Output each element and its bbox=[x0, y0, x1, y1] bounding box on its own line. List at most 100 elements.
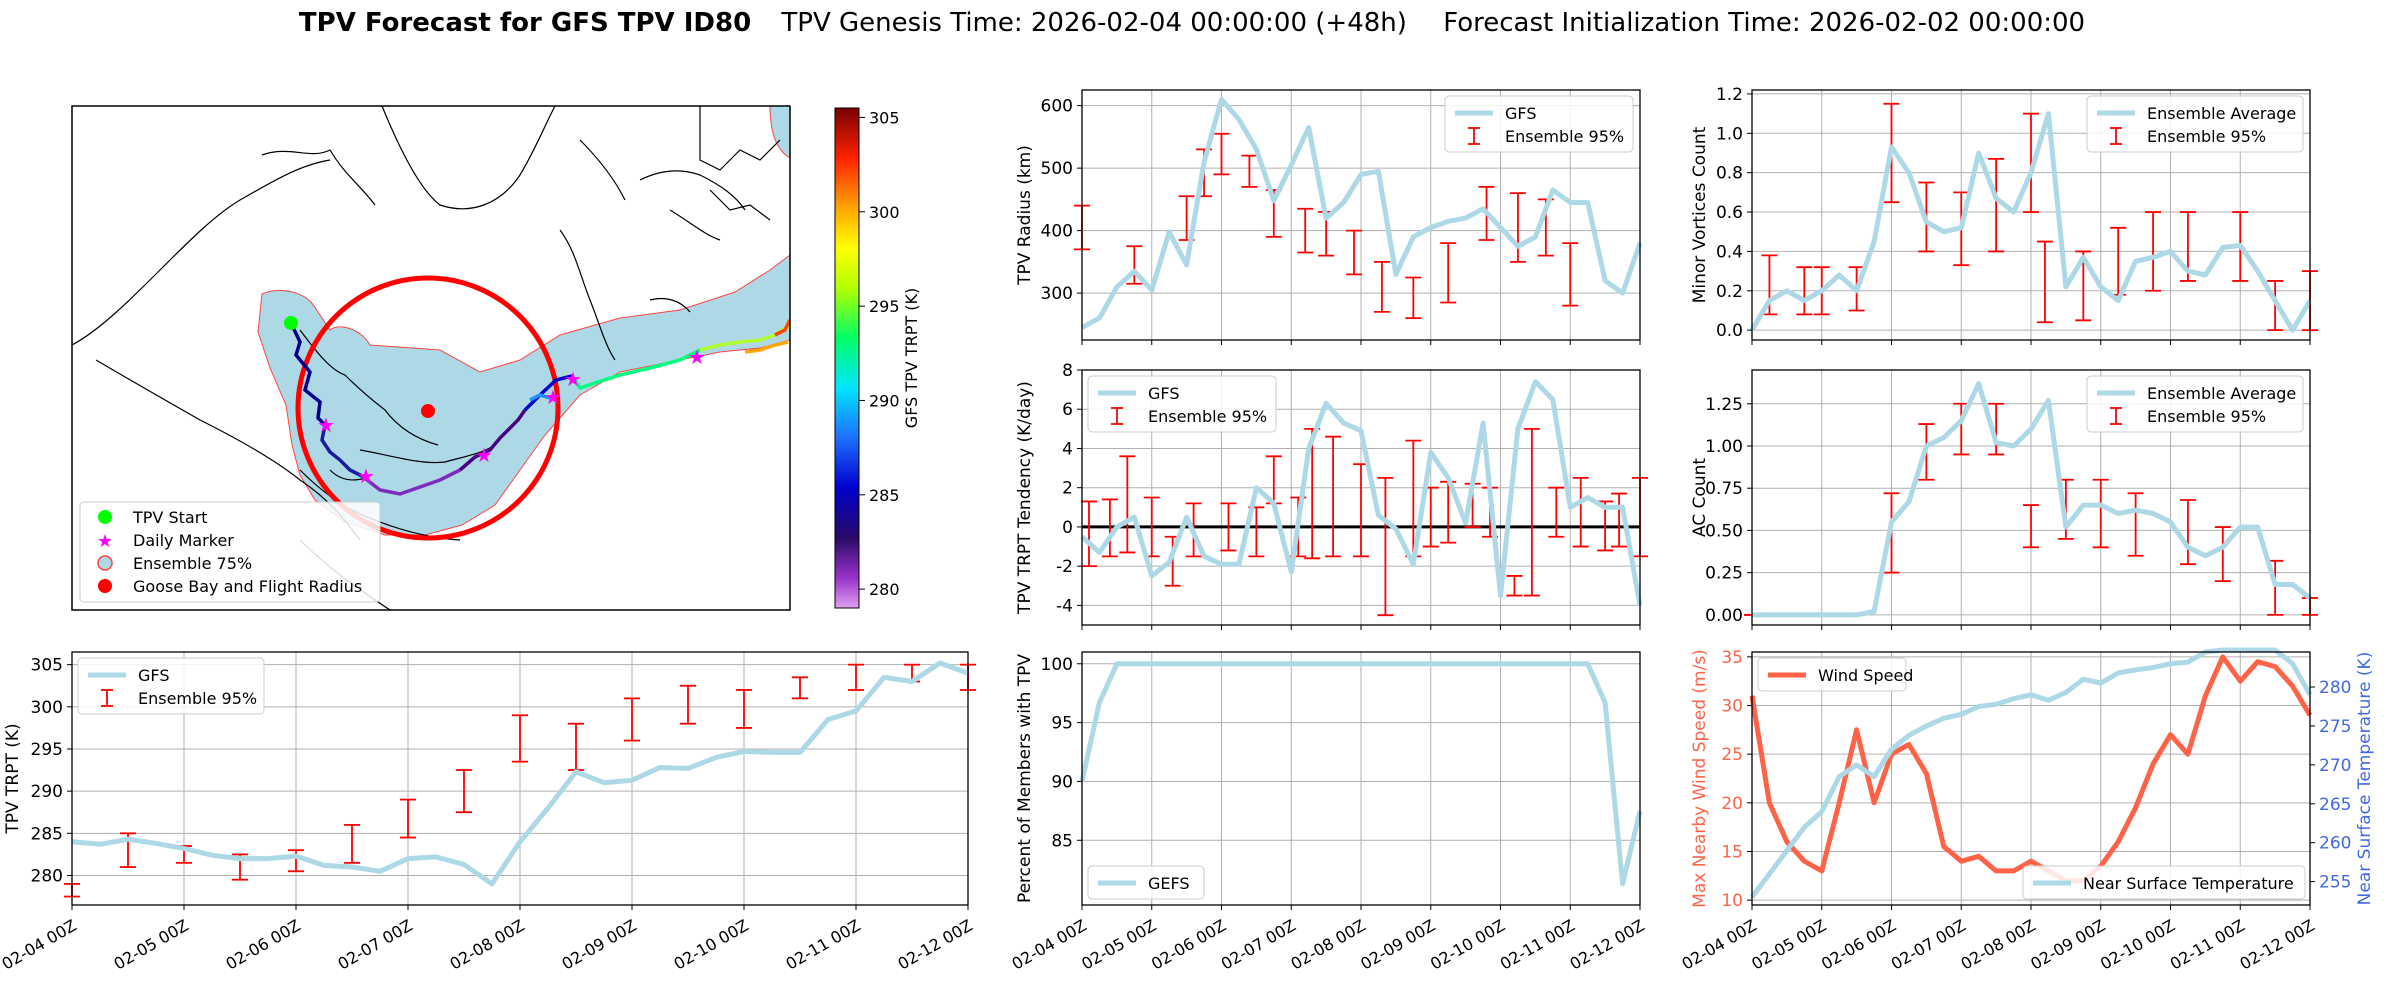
x-tick-label: 02-08 00Z bbox=[1288, 916, 1369, 974]
x-tick-label: 02-07 00Z bbox=[1218, 916, 1299, 974]
error-bar bbox=[1523, 427, 1540, 597]
x-tick-label: 02-06 00Z bbox=[1818, 916, 1899, 974]
plot-frame bbox=[1081, 89, 1641, 341]
x-tick-label: 02-09 00Z bbox=[559, 916, 640, 974]
x-tick-label: 02-05 00Z bbox=[1748, 916, 1829, 974]
y-tick-label: 290 bbox=[31, 782, 63, 802]
error-bar bbox=[1796, 266, 1813, 316]
colorbar-tick-label: 305 bbox=[869, 108, 900, 127]
legend-label: Ensemble Average bbox=[2147, 104, 2296, 123]
colorbar-tick-label: 290 bbox=[869, 391, 900, 410]
y-tick-label: 0.2 bbox=[1716, 282, 1743, 302]
series-line-gfs bbox=[1080, 379, 1643, 606]
chart-minor-vortices: 0.0 0.2 0.4 0.6 0.8 1.0 1.2 Minor Vortices Coun… bbox=[1690, 85, 2318, 345]
colorbar-tick-label: 285 bbox=[869, 486, 900, 505]
x-tick-label: 02-08 00Z bbox=[447, 916, 528, 974]
y-tick-label: 280 bbox=[31, 866, 63, 886]
legend-label: Ensemble 95% bbox=[2147, 127, 2266, 146]
y-tick-label: 295 bbox=[31, 740, 63, 760]
error-bar bbox=[344, 823, 360, 864]
y-axis-label: Percent of Members with TPV bbox=[1015, 654, 1035, 903]
series-line-gfs bbox=[1080, 96, 1643, 330]
x-tick-label: 02-12 00Z bbox=[2237, 916, 2318, 974]
y-tick-label: 0.50 bbox=[1705, 521, 1743, 541]
error-bar bbox=[736, 689, 752, 729]
x-tick-label: 02-04 00Z bbox=[1679, 916, 1760, 974]
y-axis-label: TPV Radius (km) bbox=[1015, 145, 1035, 286]
series-line-ensemble-average bbox=[1752, 381, 2312, 618]
y-tick-label: 0.0 bbox=[1716, 321, 1743, 341]
y-axis-label: Minor Vortices Count bbox=[1690, 126, 1710, 303]
title-genesis: TPV Genesis Time: 2026-02-04 00:00:00 (+… bbox=[780, 8, 1407, 38]
y-right-tick-label: 265 bbox=[2319, 795, 2351, 815]
svg-text:★: ★ bbox=[688, 345, 706, 369]
x-tick-label: 02-12 00Z bbox=[1567, 916, 1648, 974]
error-bar bbox=[1377, 476, 1394, 617]
svg-text:★: ★ bbox=[317, 413, 335, 437]
y-tick-label: 0.6 bbox=[1716, 203, 1743, 223]
x-tick-label: 02-09 00Z bbox=[1357, 916, 1438, 974]
y-tick-label: 0.25 bbox=[1705, 564, 1743, 584]
error-bar bbox=[1325, 435, 1342, 558]
error-bar bbox=[1213, 132, 1230, 176]
error-bar bbox=[2145, 211, 2162, 292]
figure-title: TPV Forecast for GFS TPV ID80 TPV Genesi… bbox=[299, 8, 2085, 38]
flight-radius-circle bbox=[295, 275, 561, 541]
colorbar-tick-label: 300 bbox=[869, 203, 900, 222]
x-tick-label: 02-09 00Z bbox=[2027, 916, 2108, 974]
error-bar bbox=[848, 663, 864, 691]
x-tick-label: 02-12 00Z bbox=[895, 916, 976, 974]
y-tick-label: 100 bbox=[1041, 655, 1073, 675]
x-tick-label: 02-04 00Z bbox=[1009, 916, 1090, 974]
chart-tpv-radius: 300 400 500 600 TPV Radius (km) GFS Ensemble 9… bbox=[1015, 89, 1643, 345]
series-line-gfs bbox=[71, 660, 969, 887]
error-bar bbox=[1373, 260, 1390, 313]
error-bar bbox=[1297, 207, 1314, 254]
ensemble-75-corner bbox=[769, 106, 790, 159]
legend-daily-marker: Daily Marker bbox=[133, 531, 234, 550]
error-bar bbox=[1572, 476, 1589, 548]
legend: GFS Ensemble 95% bbox=[77, 657, 265, 715]
y-tick-label: 35 bbox=[1721, 648, 1743, 668]
x-tick-label: 02-10 00Z bbox=[2097, 916, 2178, 974]
error-bar bbox=[1440, 242, 1457, 304]
y-right-tick-label: 260 bbox=[2319, 834, 2351, 854]
series-line-gefs bbox=[1079, 661, 1643, 887]
y-tick-label: 95 bbox=[1051, 714, 1073, 734]
error-bar bbox=[1506, 575, 1523, 597]
y-tick-label: 1.25 bbox=[1705, 395, 1743, 415]
x-tick-label: 02-07 00Z bbox=[335, 916, 416, 974]
error-bar bbox=[1509, 192, 1526, 263]
y-tick-label: 1.00 bbox=[1705, 437, 1743, 457]
y-right-tick-label: 270 bbox=[2319, 756, 2351, 776]
legend-label: Ensemble 95% bbox=[2147, 407, 2266, 426]
x-tick-label: 02-11 00Z bbox=[1497, 916, 1578, 974]
legend: Ensemble Average Ensemble 95% bbox=[2086, 375, 2304, 433]
legend-tpv-start: TPV Start bbox=[132, 508, 208, 527]
y-tick-label: 4 bbox=[1062, 439, 1073, 459]
series-line-near-surface-temperature bbox=[1749, 647, 2313, 899]
map-colorbar: 280 285 290 295 300 305 GFS TPV TRPT (K) bbox=[834, 107, 921, 609]
legend-errorbar-swatch bbox=[101, 689, 113, 707]
series-line-wind-speed bbox=[1749, 654, 2313, 884]
y-axis-label: AC Count bbox=[1690, 458, 1710, 537]
plot-frame bbox=[1751, 89, 2311, 341]
legend: GEFS bbox=[1087, 865, 1205, 900]
legend-label: Near Surface Temperature bbox=[2083, 874, 2294, 893]
legend-ensemble-75: Ensemble 75% bbox=[133, 554, 252, 573]
map-panel: ★ ★ ★ ★ ★ ★ TPV Start ★ Daily Marker Ens… bbox=[71, 105, 921, 611]
legend: GFS Ensemble 95% bbox=[1087, 375, 1277, 433]
y-tick-label: 0.8 bbox=[1716, 164, 1743, 184]
y-tick-label: 2 bbox=[1062, 479, 1073, 499]
chart-trpt-tendency: -4 -2 0 2 4 6 8 TPV TRPT Tendency (K/day) GFS Ens… bbox=[1015, 361, 1648, 630]
daily-markers: ★ ★ ★ ★ ★ ★ bbox=[317, 345, 706, 488]
error-bar bbox=[1119, 455, 1136, 554]
error-bar bbox=[2023, 112, 2039, 213]
y-tick-label: 305 bbox=[31, 656, 63, 676]
y-tick-label: 0.00 bbox=[1705, 606, 1743, 626]
y-tick-label: 6 bbox=[1062, 400, 1073, 420]
legend: Near Surface Temperature bbox=[2022, 865, 2306, 900]
error-bar bbox=[1548, 486, 1565, 538]
svg-text:★: ★ bbox=[564, 367, 582, 391]
